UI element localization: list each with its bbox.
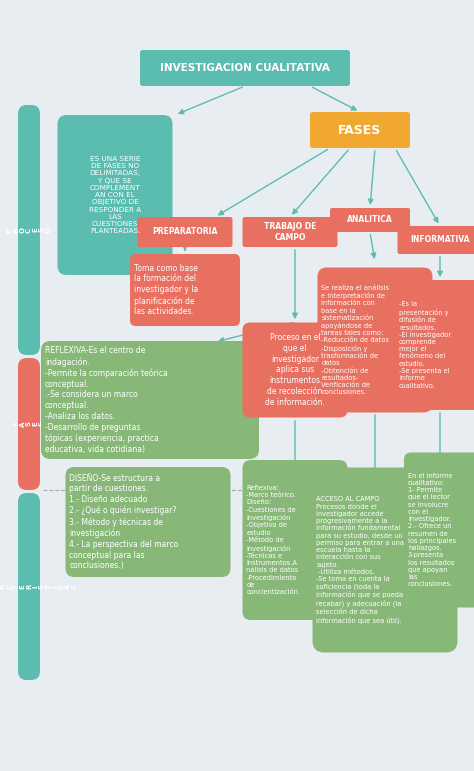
Text: En el informe
cualitativo:
1- Permite
que el lector
se involucre
con el
investig: En el informe cualitativo: 1- Permite qu… bbox=[408, 473, 456, 588]
Text: ES UNA SERIE
DE FASES NO
DELIMITADAS,
Y QUE SE
COMPLEMENT
AN CON EL
OBJETIVO DE
: ES UNA SERIE DE FASES NO DELIMITADAS, Y … bbox=[89, 156, 141, 234]
Text: Toma como base
la formación del
investigador y la
planificación de
las actividad: Toma como base la formación del investig… bbox=[134, 264, 198, 316]
FancyBboxPatch shape bbox=[243, 322, 347, 418]
FancyBboxPatch shape bbox=[18, 358, 40, 490]
FancyBboxPatch shape bbox=[18, 493, 40, 680]
Text: FASES: FASES bbox=[338, 123, 382, 136]
Text: P
R
O
C
E
S
O: P R O C E S O bbox=[7, 227, 52, 233]
FancyBboxPatch shape bbox=[18, 105, 40, 355]
FancyBboxPatch shape bbox=[130, 254, 240, 326]
FancyBboxPatch shape bbox=[140, 50, 350, 86]
Text: INFORMATIVA: INFORMATIVA bbox=[410, 235, 470, 244]
FancyBboxPatch shape bbox=[41, 341, 259, 459]
Text: C
A
R
A
C
T
E
R
I
S
T
I
C
A
S: C A R A C T E R I S T I C A S bbox=[0, 584, 78, 589]
Text: DISEÑO-Se estructura a
partir de cuestiones.
1.- Diseño adecuado
2.- ¿Qué o quié: DISEÑO-Se estructura a partir de cuestio… bbox=[70, 473, 179, 571]
Text: TRABAJO DE
CAMPO: TRABAJO DE CAMPO bbox=[264, 222, 316, 242]
FancyBboxPatch shape bbox=[330, 208, 410, 232]
FancyBboxPatch shape bbox=[243, 217, 337, 247]
Text: PREPARATORIA: PREPARATORIA bbox=[152, 227, 218, 237]
Text: ANALITICA: ANALITICA bbox=[347, 216, 393, 224]
FancyBboxPatch shape bbox=[310, 112, 410, 148]
Text: Se realiza el análisis
e interpretación de
información con
base en la
sistematiz: Se realiza el análisis e interpretación … bbox=[321, 284, 390, 396]
FancyBboxPatch shape bbox=[404, 453, 474, 608]
FancyBboxPatch shape bbox=[57, 115, 173, 275]
FancyBboxPatch shape bbox=[312, 467, 457, 652]
Text: Reflexiva:
-Marco teórico.
Diseño:
-Cuestiones de
investigación
-Objetivo de
est: Reflexiva: -Marco teórico. Diseño: -Cues… bbox=[246, 485, 301, 595]
FancyBboxPatch shape bbox=[243, 460, 347, 620]
Text: Proceso en el
que el
investigador
aplica sus
instrumentos
de recolección
de info: Proceso en el que el investigador aplica… bbox=[265, 333, 325, 407]
Text: REFLEXIVA-Es el centro de
indagación.
-Permite la comparación teórica
conceptual: REFLEXIVA-Es el centro de indagación. -P… bbox=[45, 346, 168, 454]
Text: INVESTIGACION CUALITATIVA: INVESTIGACION CUALITATIVA bbox=[160, 63, 330, 73]
FancyBboxPatch shape bbox=[395, 280, 474, 410]
Text: -Es la
presentación y
difusión de
resultados.
-El investigador
comprende
mejor e: -Es la presentación y difusión de result… bbox=[399, 301, 451, 389]
FancyBboxPatch shape bbox=[137, 217, 233, 247]
Text: ACCESO AL CAMPO
Procesos donde el
investigador accede
progresivamente a la
infor: ACCESO AL CAMPO Procesos donde el invest… bbox=[317, 497, 404, 624]
FancyBboxPatch shape bbox=[65, 467, 230, 577]
Text: F
A
S
E
S: F A S E S bbox=[13, 421, 45, 426]
FancyBboxPatch shape bbox=[398, 226, 474, 254]
FancyBboxPatch shape bbox=[318, 268, 432, 412]
